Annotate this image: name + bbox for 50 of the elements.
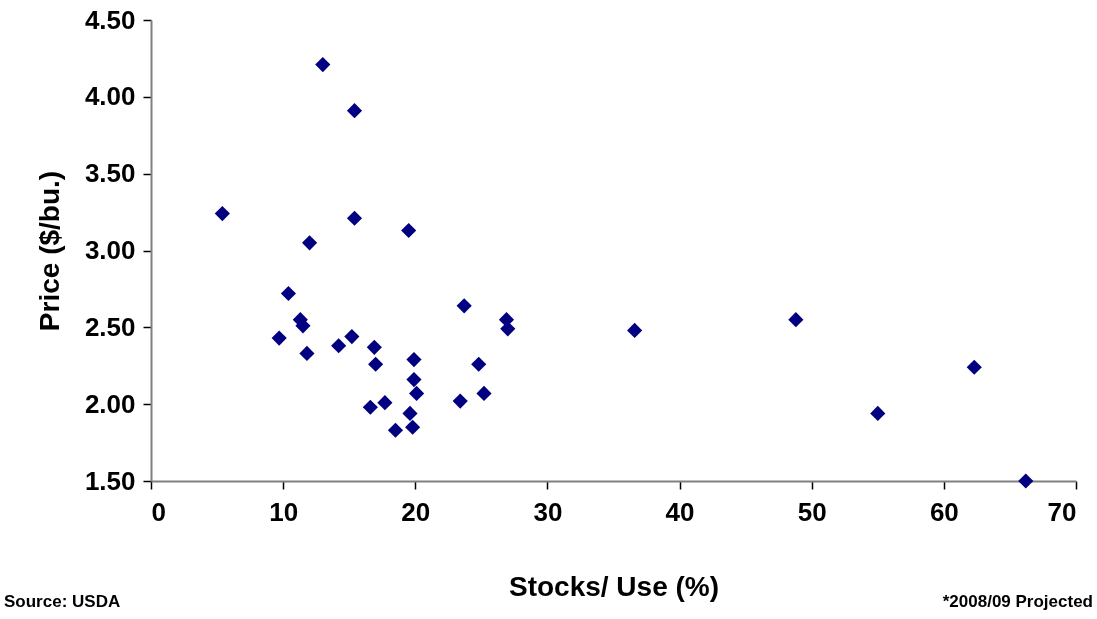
- point: [387, 422, 404, 438]
- point: [368, 356, 384, 372]
- point: [500, 321, 516, 337]
- point: [409, 385, 425, 401]
- source-note: Source: USDA: [4, 592, 121, 612]
- x-tick-label: 0: [151, 496, 166, 527]
- point: [870, 405, 886, 421]
- y-tick-label: 4.00: [84, 81, 136, 112]
- x-tick-label: 10: [269, 496, 299, 527]
- x-tick-label: 30: [533, 496, 563, 527]
- y-axis-title: Price ($/bu.): [33, 170, 65, 332]
- y-tick-label: 2.50: [84, 311, 136, 342]
- x-tick-label: 60: [929, 496, 959, 527]
- x-tick-label: 40: [665, 496, 695, 527]
- point: [456, 298, 472, 314]
- point: [405, 419, 421, 435]
- point: [315, 56, 331, 73]
- point: [401, 222, 417, 239]
- point: [471, 356, 487, 372]
- y-tick-label: 3.00: [84, 235, 136, 265]
- point: [214, 206, 230, 222]
- point: [402, 405, 418, 421]
- x-tick-label: 20: [401, 496, 431, 527]
- point: [452, 393, 468, 409]
- y-tick-label: 3.50: [84, 158, 136, 189]
- point: [788, 312, 804, 328]
- point: [627, 322, 643, 338]
- point: [344, 328, 360, 345]
- y-tick-label: 4.50: [84, 4, 136, 35]
- point: [1018, 473, 1034, 489]
- point: [280, 285, 297, 302]
- point: [476, 385, 492, 401]
- point: [301, 235, 318, 251]
- point: [377, 395, 393, 411]
- point: [366, 339, 382, 355]
- point: [966, 359, 982, 375]
- point: [331, 338, 347, 354]
- text: *2008/09 Projected: [942, 592, 1093, 612]
- x-tick-label: 50: [797, 496, 827, 527]
- point: [362, 399, 378, 415]
- point: [406, 372, 422, 388]
- x-tick-label: 70: [1047, 496, 1077, 527]
- point: [299, 345, 315, 362]
- point: [406, 352, 422, 368]
- point: [271, 330, 287, 346]
- point: [346, 103, 363, 119]
- y-tick-label: 1.50: [84, 465, 136, 496]
- x-axis-title: Stocks/ Use (%): [508, 570, 720, 602]
- point: [346, 210, 363, 226]
- y-tick-label: 2.00: [84, 388, 136, 419]
